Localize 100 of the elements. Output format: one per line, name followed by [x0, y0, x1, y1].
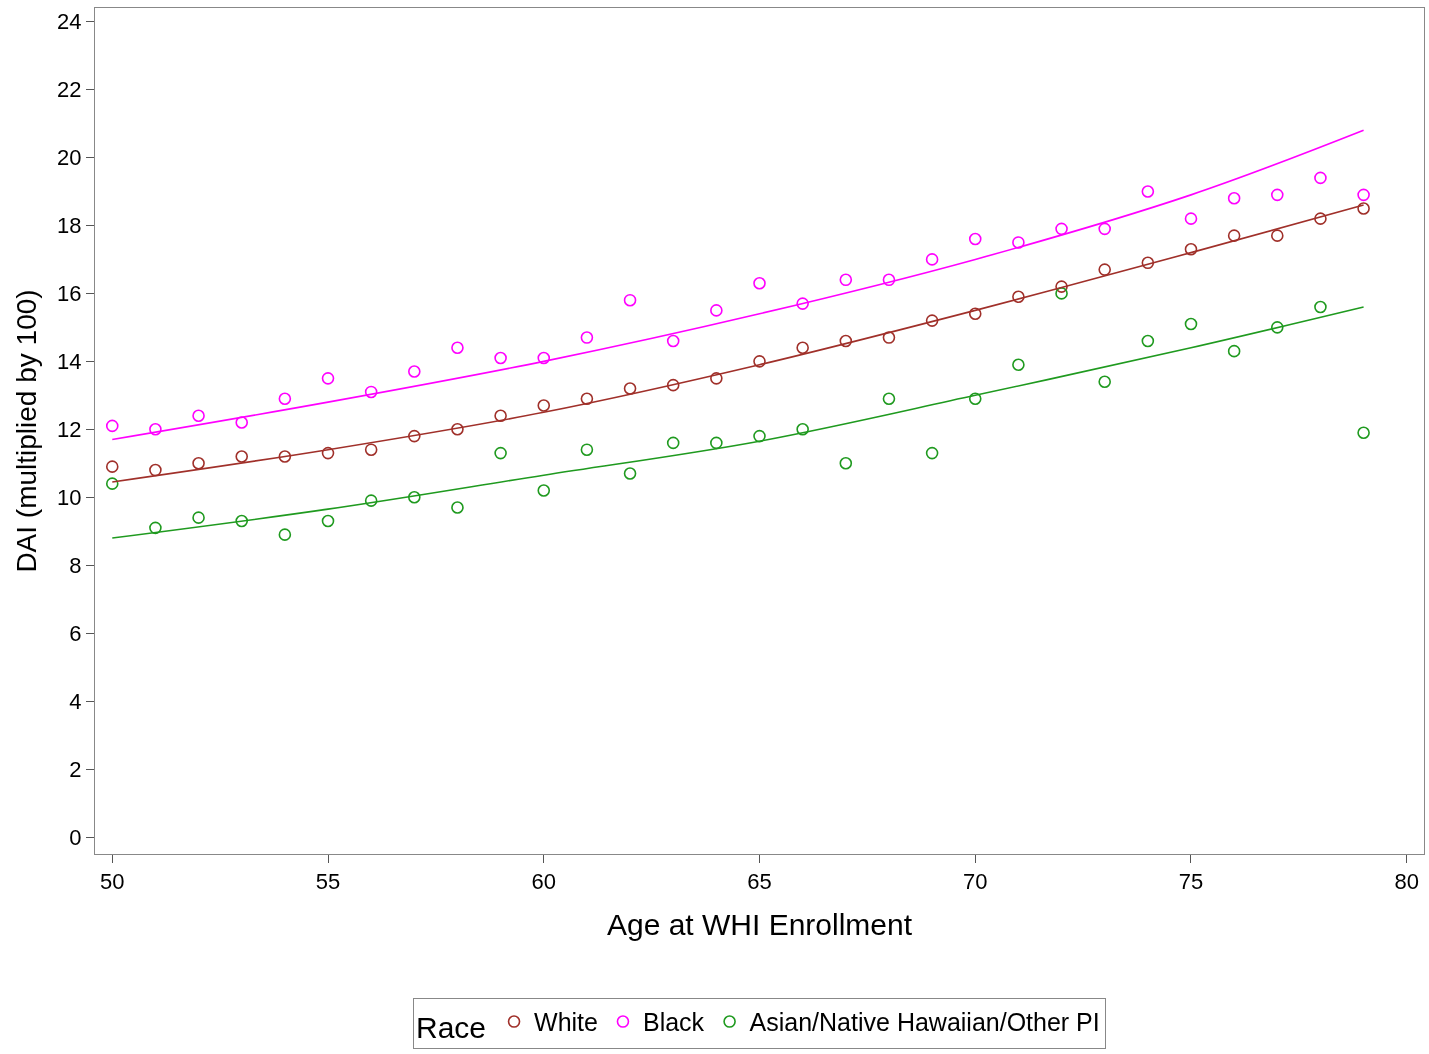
point [796, 423, 809, 436]
point [1012, 358, 1025, 372]
point [1098, 263, 1111, 276]
point [623, 293, 637, 307]
x-axis-title: Age at WHI Enrollment [606, 907, 913, 941]
point [149, 463, 162, 477]
point [666, 334, 680, 348]
legend-title: Race [416, 1010, 487, 1044]
point [321, 514, 335, 528]
point [839, 334, 853, 348]
y-axis-title: DAI (multiplied by 100) [10, 289, 42, 573]
point [494, 446, 507, 460]
point [192, 409, 205, 423]
point [1098, 222, 1111, 236]
point [580, 443, 594, 456]
point [149, 521, 162, 535]
x-tick-label: 60 [531, 869, 556, 895]
point [1357, 188, 1370, 202]
point [451, 423, 464, 436]
point [408, 365, 421, 378]
point [1270, 321, 1284, 334]
point [839, 456, 853, 470]
point [451, 341, 464, 355]
point [321, 446, 335, 460]
point [408, 490, 421, 504]
point [364, 494, 378, 507]
x-tick-label: 80 [1394, 869, 1419, 895]
point [537, 351, 551, 365]
point [623, 467, 637, 480]
point [1357, 426, 1370, 439]
point [968, 307, 982, 321]
point [1314, 171, 1327, 185]
y-tick-label: 18 [57, 213, 82, 239]
point [580, 392, 594, 406]
x-tick-label: 65 [747, 869, 772, 895]
point [1357, 202, 1370, 215]
point [968, 232, 982, 246]
point [1270, 229, 1284, 242]
y-tick-label: 8 [69, 552, 82, 578]
point [494, 351, 507, 365]
point [537, 399, 551, 412]
point [753, 429, 766, 443]
point [278, 450, 292, 463]
point [494, 409, 507, 423]
point [666, 436, 680, 450]
point [1098, 375, 1111, 389]
point [235, 514, 249, 528]
point [278, 392, 292, 406]
point [839, 273, 853, 287]
line-series [111, 306, 1365, 539]
point [1227, 344, 1241, 358]
point [710, 372, 723, 385]
point [105, 460, 119, 473]
point [1314, 300, 1327, 314]
point [192, 456, 205, 470]
point [753, 276, 766, 290]
point [537, 484, 551, 497]
point [1227, 191, 1241, 205]
point [882, 392, 896, 406]
point [925, 314, 939, 327]
legend-label: Black [642, 1008, 705, 1037]
point [451, 501, 464, 514]
y-tick-label: 22 [57, 77, 82, 103]
point [1012, 290, 1025, 304]
point [710, 304, 723, 317]
y-tick-label: 24 [57, 9, 82, 35]
point [1055, 287, 1068, 300]
point [1012, 236, 1025, 249]
y-tick-label: 4 [69, 688, 82, 714]
y-tick-label: 10 [57, 484, 82, 510]
point [235, 416, 249, 429]
point [1184, 242, 1198, 256]
point [1227, 229, 1241, 242]
point [753, 355, 766, 368]
point [796, 297, 809, 310]
y-tick-label: 20 [57, 145, 82, 171]
point [1184, 212, 1198, 225]
point [364, 443, 378, 456]
point [1141, 256, 1155, 270]
x-tick-label: 75 [1178, 869, 1204, 895]
point [882, 273, 896, 287]
point [235, 450, 249, 463]
x-tick-label: 50 [100, 869, 125, 895]
y-tick-label: 16 [57, 281, 82, 307]
point [105, 477, 119, 490]
point [580, 331, 594, 344]
point [1314, 212, 1327, 225]
y-tick-label: 12 [57, 417, 82, 442]
point [149, 423, 162, 436]
y-tick-label: 0 [69, 824, 82, 850]
legend-label: Asian/Native Hawaiian/Other PI [749, 1008, 1100, 1037]
point [105, 419, 119, 433]
y-tick-label: 2 [69, 756, 82, 782]
point [1184, 317, 1198, 331]
point [925, 253, 939, 266]
point [623, 382, 637, 395]
point [1055, 280, 1068, 293]
y-tick-label: 6 [69, 620, 82, 646]
point [1141, 185, 1155, 198]
point [925, 446, 939, 460]
